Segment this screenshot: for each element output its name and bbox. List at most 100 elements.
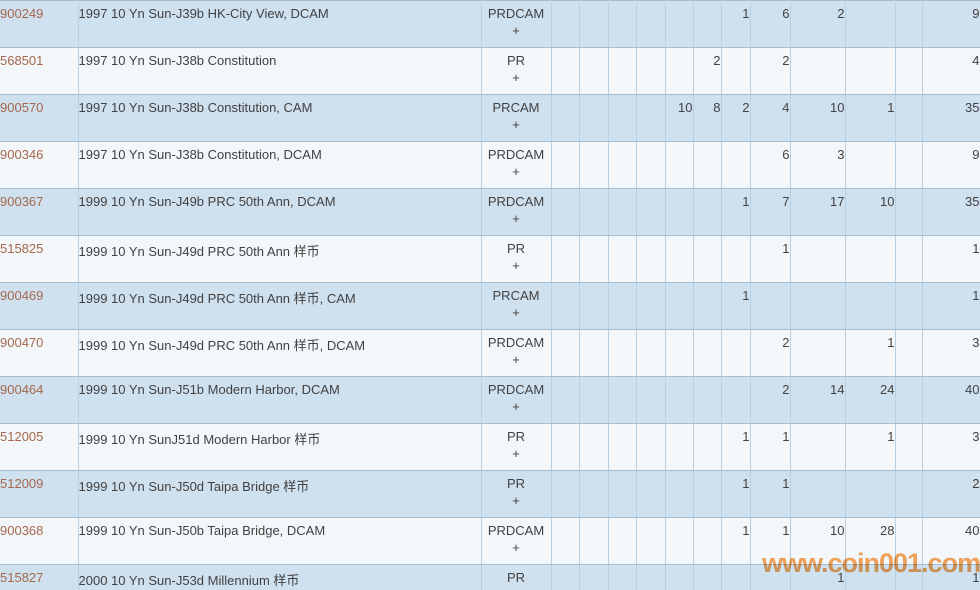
grade-cell: PRCAM + bbox=[481, 94, 552, 142]
cert-id-link[interactable]: 900346 bbox=[0, 147, 44, 162]
grade-count-cell bbox=[895, 282, 923, 330]
grade-label: PRDCAM bbox=[487, 6, 545, 21]
grade-count-cell: 1 bbox=[750, 235, 791, 283]
cert-id-link[interactable]: 512009 bbox=[0, 476, 44, 491]
table-row: 900469 1999 10 Yn Sun-J49d PRC 50th Ann 样… bbox=[0, 282, 980, 330]
cert-id-link[interactable]: 900367 bbox=[0, 194, 44, 209]
grade-count-cell bbox=[608, 0, 637, 48]
cert-id-cell: 900570 bbox=[0, 94, 79, 142]
expand-plus-button[interactable]: + bbox=[512, 352, 520, 367]
grade-count-cell bbox=[790, 47, 846, 95]
grade-count-cell: 1 bbox=[845, 94, 896, 142]
grade-count-cell bbox=[895, 423, 923, 471]
grade-count-cell bbox=[551, 0, 580, 48]
grade-count-cell: 6 bbox=[750, 141, 791, 189]
table-row: 568501 1997 10 Yn Sun-J38b Constitution PR… bbox=[0, 47, 980, 95]
grade-count-cell bbox=[750, 282, 791, 330]
grade-count-cell bbox=[693, 517, 722, 565]
grade-count-cell bbox=[579, 470, 609, 518]
grade-count-cell bbox=[845, 282, 896, 330]
cert-id-link[interactable]: 900368 bbox=[0, 523, 44, 538]
expand-plus-button[interactable]: + bbox=[512, 70, 520, 85]
grade-cell: PR+ bbox=[481, 47, 552, 95]
grade-count-cell bbox=[895, 0, 923, 48]
grade-count-cell bbox=[551, 517, 580, 565]
grade-count-cell bbox=[636, 329, 666, 377]
grade-count-cell bbox=[721, 376, 751, 424]
expand-plus-button[interactable]: + bbox=[512, 446, 520, 461]
cert-id-link[interactable]: 900464 bbox=[0, 382, 44, 397]
grade-count-cell bbox=[579, 376, 609, 424]
total-count-cell: 35 bbox=[922, 188, 980, 236]
expand-plus-button[interactable]: + bbox=[512, 540, 520, 555]
grade-count-cell bbox=[790, 329, 846, 377]
grade-cell: PR+ bbox=[481, 564, 552, 590]
cert-id-link[interactable]: 900570 bbox=[0, 100, 44, 115]
grade-count-cell: 1 bbox=[750, 423, 791, 471]
cert-id-cell: 900368 bbox=[0, 517, 79, 565]
coin-description: 1999 10 Yn Sun-J49b PRC 50th Ann, DCAM bbox=[78, 188, 482, 236]
grade-count-cell: 10 bbox=[665, 94, 694, 142]
grade-count-cell: 1 bbox=[750, 470, 791, 518]
cert-id-cell: 900346 bbox=[0, 141, 79, 189]
grade-count-cell bbox=[551, 376, 580, 424]
total-count-cell: 40 bbox=[922, 517, 980, 565]
grade-count-cell: 1 bbox=[845, 329, 896, 377]
cert-id-link[interactable]: 900470 bbox=[0, 335, 44, 350]
grade-count-cell bbox=[608, 470, 637, 518]
grade-count-cell bbox=[721, 47, 751, 95]
grade-cell: PR+ bbox=[481, 235, 552, 283]
grade-count-cell: 1 bbox=[790, 564, 846, 590]
grade-count-cell bbox=[750, 564, 791, 590]
grade-label: PRCAM bbox=[492, 100, 540, 115]
expand-plus-button[interactable]: + bbox=[512, 211, 520, 226]
table-row: 900346 1997 10 Yn Sun-J38b Constitution, … bbox=[0, 141, 980, 189]
grade-count-cell bbox=[608, 564, 637, 590]
grade-count-cell bbox=[551, 423, 580, 471]
grade-count-cell bbox=[579, 141, 609, 189]
expand-plus-button[interactable]: + bbox=[512, 117, 520, 132]
total-count-cell: 2 bbox=[922, 470, 980, 518]
grade-count-cell bbox=[608, 423, 637, 471]
grade-label: PRDCAM bbox=[487, 523, 545, 538]
expand-plus-button[interactable]: + bbox=[512, 305, 520, 320]
grade-label: PRDCAM bbox=[487, 382, 545, 397]
expand-plus-button[interactable]: + bbox=[512, 399, 520, 414]
grade-count-cell: 1 bbox=[721, 517, 751, 565]
expand-plus-button[interactable]: + bbox=[512, 23, 520, 38]
grade-count-cell bbox=[845, 470, 896, 518]
grade-count-cell bbox=[790, 282, 846, 330]
grade-count-cell bbox=[608, 282, 637, 330]
cert-id-link[interactable]: 568501 bbox=[0, 53, 44, 68]
cert-id-link[interactable]: 515827 bbox=[0, 570, 44, 585]
grade-count-cell bbox=[636, 94, 666, 142]
expand-plus-button[interactable]: + bbox=[512, 164, 520, 179]
cert-id-link[interactable]: 900249 bbox=[0, 6, 44, 21]
cert-id-cell: 515825 bbox=[0, 235, 79, 283]
grade-count-cell bbox=[579, 282, 609, 330]
grade-count-cell bbox=[665, 282, 694, 330]
expand-plus-button[interactable]: + bbox=[512, 493, 520, 508]
grade-count-cell bbox=[845, 47, 896, 95]
grade-count-cell: 1 bbox=[845, 423, 896, 471]
expand-plus-button[interactable]: + bbox=[482, 586, 551, 590]
grade-count-cell bbox=[636, 376, 666, 424]
cert-id-cell: 568501 bbox=[0, 47, 79, 95]
cert-id-link[interactable]: 512005 bbox=[0, 429, 44, 444]
grade-count-cell: 28 bbox=[845, 517, 896, 565]
total-count-cell: 3 bbox=[922, 329, 980, 377]
grade-count-cell bbox=[636, 235, 666, 283]
total-count-cell: 1 bbox=[922, 235, 980, 283]
expand-plus-button[interactable]: + bbox=[512, 258, 520, 273]
grade-count-cell: 1 bbox=[750, 517, 791, 565]
cert-id-link[interactable]: 515825 bbox=[0, 241, 44, 256]
grade-count-cell: 24 bbox=[845, 376, 896, 424]
grade-cell: PRDCAM + bbox=[481, 141, 552, 189]
grade-count-cell bbox=[721, 141, 751, 189]
grade-count-cell bbox=[608, 94, 637, 142]
cert-id-link[interactable]: 900469 bbox=[0, 288, 44, 303]
grade-count-cell bbox=[895, 235, 923, 283]
grade-count-cell: 7 bbox=[750, 188, 791, 236]
grade-count-cell bbox=[665, 517, 694, 565]
grade-count-cell bbox=[636, 517, 666, 565]
